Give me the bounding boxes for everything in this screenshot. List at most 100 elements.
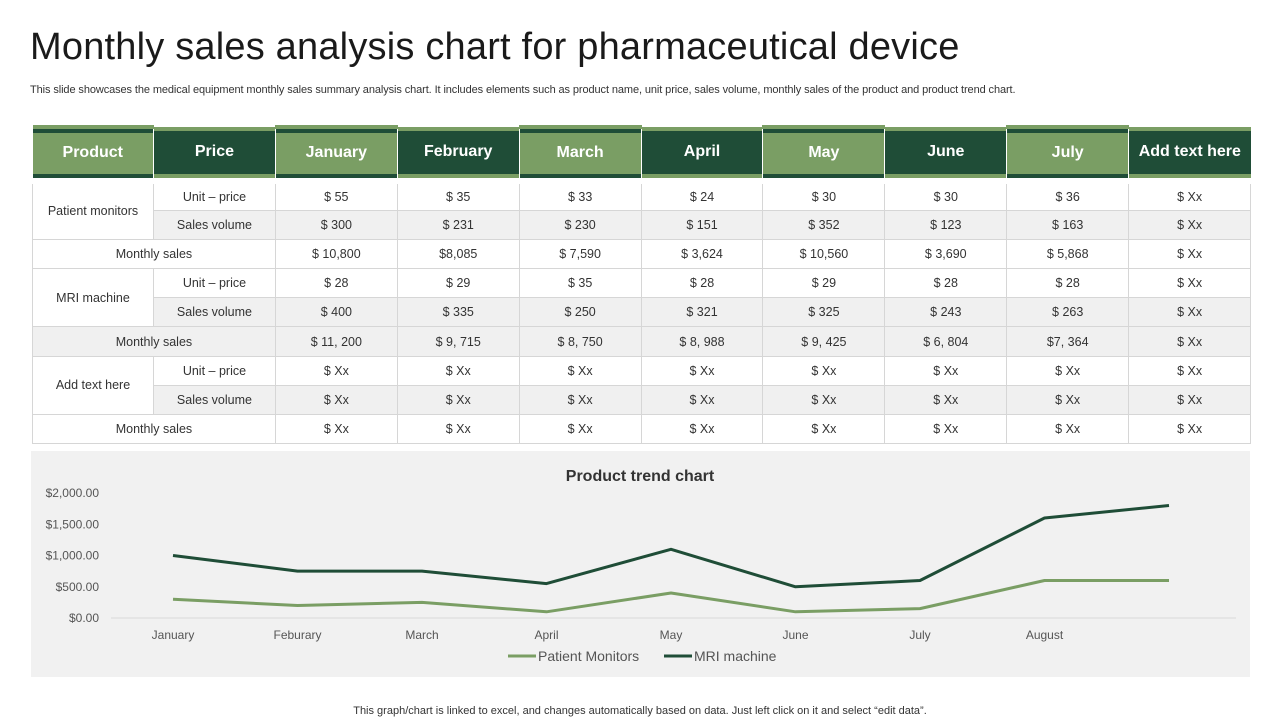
table-cell: $8,085: [396, 239, 520, 270]
table-cell: $ Xx: [1006, 385, 1129, 416]
product-name: Patient monitors: [32, 177, 154, 240]
table-cell: $ Xx: [1006, 414, 1129, 445]
table-cell: $ 28: [640, 268, 763, 299]
legend-label: MRI machine: [694, 648, 777, 664]
page-title: Monthly sales analysis chart for pharmac…: [30, 26, 960, 68]
table-cell: $ 11, 200: [274, 326, 398, 357]
table-cell: $ 352: [762, 210, 885, 240]
table-cell: $ 5,868: [1006, 239, 1129, 270]
table-cell: $ 321: [640, 297, 763, 328]
table-cell: $ 10,800: [274, 239, 398, 270]
x-tick-label: Feburary: [273, 628, 321, 642]
table-cell: $ 30: [884, 177, 1007, 211]
y-tick-label: $0.00: [69, 611, 99, 625]
header-add-text: Add text here: [1128, 127, 1251, 181]
x-tick-label: July: [909, 628, 930, 642]
series-line-patient-monitors[interactable]: [172, 579, 1169, 614]
table-cell: $ Xx: [274, 414, 398, 445]
row-label: Unit – price: [153, 356, 276, 386]
table-cell: $ 230: [518, 210, 642, 240]
table-cell: $ 29: [396, 268, 520, 299]
row-label: Sales volume: [153, 297, 276, 328]
table-cell: $ Xx: [1128, 356, 1252, 386]
legend-label: Patient Monitors: [538, 648, 639, 664]
table-cell: $ 9, 715: [396, 326, 520, 357]
table-header-row: Product Price January February March Apr…: [32, 125, 1251, 183]
table-cell: $ 231: [396, 210, 520, 240]
table-row: MRI machine Unit – price $ 28 $ 29 $ 35 $ 28 $…: [32, 268, 1252, 328]
table-cell: $ 35: [518, 268, 642, 299]
table-row: Sales volume $ 300 $ 231 $ 230 $ 151 $ 352 $ 1…: [33, 210, 1252, 240]
y-tick-label: $1,500.00: [46, 517, 100, 531]
table-cell: $ 7,590: [518, 239, 642, 270]
table-cell: $ 33: [518, 177, 642, 211]
x-tick-label: August: [1026, 628, 1064, 642]
table-row: Add text here Unit – price $ Xx $ Xx $ Xx $ X…: [32, 356, 1252, 416]
x-tick-label: June: [782, 628, 808, 642]
table-cell: $ 35: [396, 177, 520, 211]
table-cell: $ Xx: [1128, 210, 1252, 240]
table-cell: $ 250: [518, 297, 642, 328]
table-cell: $ 263: [1006, 297, 1129, 328]
table-cell: $ 8, 988: [640, 326, 763, 357]
x-tick-label: April: [534, 628, 558, 642]
table-cell: $ 151: [640, 210, 763, 240]
table-cell: $ Xx: [396, 356, 520, 386]
row-label: Monthly sales: [32, 239, 276, 270]
y-tick-label: $2,000.00: [46, 486, 100, 500]
table-cell: $ Xx: [640, 385, 763, 416]
table-cell: $ Xx: [1128, 414, 1252, 445]
header-january: January: [274, 125, 398, 183]
table-cell: $ Xx: [1006, 356, 1129, 386]
series-line-mri-machine[interactable]: [172, 504, 1170, 589]
table-cell: $ Xx: [396, 414, 520, 445]
table-cell: $ 55: [274, 177, 398, 211]
row-label: Unit – price: [153, 268, 276, 299]
table-cell: $ 10,560: [762, 239, 885, 270]
row-label: Sales volume: [153, 385, 276, 416]
table-cell: $ Xx: [518, 414, 642, 445]
table-cell: $ Xx: [1128, 297, 1252, 328]
table-cell: $ Xx: [1128, 239, 1252, 270]
table-cell: $ 29: [762, 268, 885, 299]
product-name: MRI machine: [32, 268, 154, 328]
table-cell: $ 3,624: [640, 239, 763, 270]
table-cell: $ Xx: [1128, 326, 1252, 357]
table-cell: $ Xx: [884, 414, 1007, 445]
page-subtitle: This slide showcases the medical equipme…: [30, 84, 1016, 96]
row-label: Sales volume: [153, 210, 276, 240]
header-july: July: [1006, 125, 1129, 183]
table-cell: $ Xx: [274, 356, 398, 386]
footer-note: This graph/chart is linked to excel, and…: [353, 705, 927, 717]
table-cell: $ Xx: [1128, 385, 1252, 416]
table-cell: $ Xx: [518, 356, 642, 386]
y-tick-label: $1,000.00: [46, 549, 100, 563]
table-cell: $ Xx: [518, 385, 642, 416]
table-cell: $7, 364: [1006, 326, 1129, 357]
table-row: Monthly sales $ 11, 200 $ 9, 715 $ 8, 750 $ …: [32, 326, 1252, 357]
table-cell: $ 24: [640, 177, 763, 211]
table-row: Patient monitors Unit – price $ 55 $ 35 $ 33…: [32, 177, 1252, 240]
header-product: Product: [32, 125, 154, 183]
table-cell: $ 28: [884, 268, 1007, 299]
table-cell: $ 163: [1006, 210, 1129, 240]
table-cell: $ Xx: [762, 356, 885, 386]
table-cell: $ Xx: [396, 385, 520, 416]
table-cell: $ 8, 750: [518, 326, 642, 357]
row-label: Monthly sales: [32, 326, 276, 357]
table-cell: $ 400: [274, 297, 398, 328]
header-june: June: [884, 127, 1007, 181]
table-cell: $ 6, 804: [884, 326, 1007, 357]
product-name: Add text here: [32, 356, 154, 416]
table-cell: $ Xx: [1128, 268, 1252, 299]
product-trend-chart[interactable]: Product trend chart $0.00 $500.00 $1,000.0…: [31, 451, 1250, 677]
table-cell: $ Xx: [762, 414, 885, 445]
table-cell: $ Xx: [640, 414, 763, 445]
x-tick-label: March: [405, 628, 438, 642]
table-cell: $ 335: [396, 297, 520, 328]
row-label: Monthly sales: [32, 414, 276, 445]
table-cell: $ 30: [762, 177, 885, 211]
table-cell: $ 300: [274, 210, 398, 240]
table-cell: $ 123: [884, 210, 1007, 240]
y-tick-label: $500.00: [56, 580, 100, 594]
